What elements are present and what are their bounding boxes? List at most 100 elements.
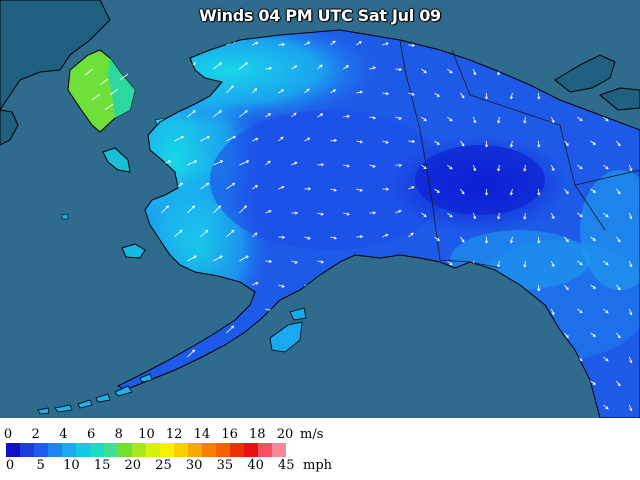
wind-arrow [590, 188, 596, 193]
wind-arrow [509, 188, 514, 196]
wind-arrow [226, 182, 236, 190]
legend-color-swatch [202, 443, 216, 457]
legend-mph-tick: 35 [216, 458, 234, 473]
wind-arrow [628, 404, 633, 412]
legend-ms-tick: 10 [138, 427, 155, 442]
wind-arrow [369, 116, 377, 120]
wind-arrow [590, 380, 596, 385]
wind-arrow [330, 40, 336, 46]
wind-arrow [161, 205, 169, 214]
wind-arrow [278, 42, 286, 47]
wind-arrow [509, 92, 514, 100]
wind-arrow [447, 260, 453, 266]
wind-arrow [628, 212, 633, 220]
wind-arrow [226, 85, 234, 94]
wind-arrow [119, 73, 129, 81]
wind-arrow [497, 260, 501, 268]
legend-color-swatch [90, 443, 104, 457]
map-title: Winds 04 PM UTC Sat Jul 09 [199, 6, 441, 25]
russia-landmass [0, 0, 111, 111]
legend-ms-tick: 8 [114, 427, 123, 442]
green-zone-teal-edge [108, 58, 135, 118]
wind-arrow [628, 260, 633, 268]
wind-arrow [628, 308, 633, 316]
wind-arrow [577, 308, 583, 314]
wind-arrow [421, 116, 427, 122]
island-small-1 [61, 213, 69, 220]
wind-arrow [628, 164, 633, 172]
wind-arrow [317, 163, 325, 167]
wind-arrow [265, 210, 272, 214]
legend-ms-unit: m/s [300, 427, 324, 442]
wind-arrow [213, 205, 221, 214]
legend-color-swatch [188, 443, 202, 457]
legend-mph-tick: 20 [124, 458, 142, 473]
wind-arrow [278, 89, 285, 94]
legend-ms-tick: 4 [59, 427, 68, 442]
wind-arrow [577, 212, 583, 218]
wind-map [0, 0, 640, 418]
legend-mph-tick: 15 [93, 458, 111, 473]
wind-arrow [616, 140, 621, 147]
wind-arrow [603, 356, 609, 362]
wind-arrow [395, 116, 402, 120]
wind-arrow [616, 380, 621, 387]
legend-color-swatch [230, 443, 244, 457]
legend-mph-unit: mph [303, 458, 333, 473]
wind-arrow [226, 229, 235, 238]
wind-arrow [577, 260, 583, 266]
legend-mph-tick: 5 [36, 458, 45, 473]
wind-arrow [213, 110, 222, 118]
wind-arrow [265, 66, 273, 70]
wind-arrow [447, 164, 453, 170]
wind-arrow [408, 139, 416, 144]
wind-arrow [616, 188, 621, 195]
wind-arrow [187, 205, 195, 214]
wind-arrow [369, 66, 376, 70]
wind-arrow [447, 68, 453, 74]
legend-mph-tick: 40 [247, 458, 264, 473]
wind-arrow [564, 140, 569, 147]
wind-arrow [200, 229, 209, 238]
wind-arrow [537, 284, 541, 292]
wind-arrow [564, 332, 569, 339]
wind-arrow [590, 284, 596, 289]
wind-arrow [174, 229, 183, 238]
wind-arrow [564, 236, 569, 243]
legend-mph-tick: 30 [185, 458, 203, 473]
wind-arrow [278, 284, 285, 288]
wind-arrow [497, 212, 501, 220]
wind-arrow [252, 185, 258, 190]
wind-arrow [252, 281, 259, 286]
wind-arrow [603, 404, 609, 410]
wind-arrow [200, 182, 210, 190]
wind-arrow [291, 211, 299, 215]
wind-arrow [265, 259, 273, 263]
legend-color-swatch [146, 443, 160, 457]
legend-color-swatch [160, 443, 174, 457]
legend-color-swatch [76, 443, 90, 457]
wind-arrow [603, 164, 609, 170]
wind-arrow [603, 260, 609, 266]
wind-arrow [239, 255, 249, 262]
wind-arrow [265, 113, 272, 118]
wind-arrow [484, 236, 489, 244]
borders [399, 39, 640, 269]
wind-arrow [239, 205, 247, 214]
wind-arrow [509, 140, 514, 148]
wind-arrow [472, 68, 477, 76]
wind-arrow [343, 65, 350, 70]
wind-arrow [304, 236, 311, 240]
wind-arrow [330, 89, 337, 94]
legend-color-swatch [118, 443, 132, 457]
wind-arrow [421, 68, 427, 74]
wind-arrow [239, 110, 248, 118]
legend-color-swatch [272, 443, 286, 457]
legend-color-swatch [6, 443, 20, 457]
legend-color-swatch [244, 443, 258, 457]
wind-arrow [577, 164, 583, 170]
legend-ms-tick: 14 [193, 427, 211, 442]
wind-arrow [91, 93, 101, 101]
legend: 0 2 4 6 8 10 12 14 16 18 20 m/s 0 5 10 15 20 25 30 35 40 45… [0, 418, 640, 480]
legend-color-swatch [258, 443, 272, 457]
